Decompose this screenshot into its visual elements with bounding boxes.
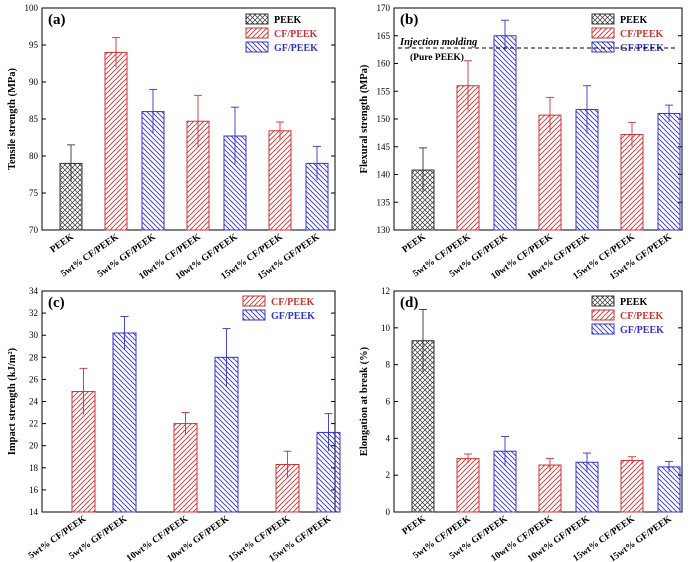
y-tick-label: 90 <box>29 77 39 87</box>
bar <box>657 466 681 513</box>
bar <box>657 112 681 231</box>
bar <box>620 134 644 231</box>
legend-swatch <box>245 27 269 39</box>
y-tick-label: 140 <box>377 170 391 180</box>
legend-label: GF/PEEK <box>620 43 664 54</box>
legend-label: GF/PEEK <box>271 311 315 322</box>
chart-panel-3: 14 16 18 20 22 24 26 28 30 32 34 Impact strength (k… <box>7 286 341 562</box>
legend-swatch <box>591 27 615 39</box>
y-tick-label: 22 <box>29 419 38 429</box>
y-axis-label: Impact strength (kJ/m²) <box>7 347 18 455</box>
category-label: PEEK <box>49 232 76 255</box>
y-tick-label: 155 <box>377 86 391 96</box>
y-tick-label: 75 <box>29 188 39 198</box>
y-tick-label: 0 <box>386 507 391 517</box>
y-tick-label: 95 <box>29 40 39 50</box>
category-label: 15wt% GF/PEEK <box>256 232 322 282</box>
y-tick-label: 14 <box>29 507 39 517</box>
y-tick-label: 16 <box>29 485 39 495</box>
panel-label: (c) <box>48 295 65 311</box>
legend-label: CF/PEEK <box>271 297 315 308</box>
y-tick-label: 165 <box>377 31 391 41</box>
bar <box>173 423 198 513</box>
y-tick-label: 100 <box>25 3 39 13</box>
legend-label: GF/PEEK <box>620 325 664 336</box>
legend-swatch <box>591 295 615 307</box>
legend-swatch <box>245 13 269 25</box>
y-tick-label: 20 <box>29 441 39 451</box>
legend: CF/PEEK GF/PEEK <box>242 295 315 322</box>
legend-swatch <box>591 13 615 25</box>
bar <box>493 35 517 231</box>
legend-label: PEEK <box>620 15 647 26</box>
legend-label: PEEK <box>274 15 301 26</box>
panel-label: (b) <box>400 12 418 28</box>
category-label: 15wt% GF/PEEK <box>608 232 674 282</box>
legend-swatch <box>242 295 266 307</box>
legend: PEEK CF/PEEK GF/PEEK <box>591 13 664 54</box>
legend-swatch <box>591 323 615 335</box>
y-tick-label: 85 <box>29 114 39 124</box>
legend-label: CF/PEEK <box>274 29 318 40</box>
legend: PEEK CF/PEEK GF/PEEK <box>591 295 664 336</box>
y-axis-label: Elongation at break (%) <box>359 346 370 456</box>
panel-label: (a) <box>48 12 66 28</box>
legend-swatch <box>591 41 615 53</box>
y-tick-label: 24 <box>29 397 39 407</box>
annotation-text: Injection molding <box>399 37 477 48</box>
y-tick-label: 130 <box>377 225 391 235</box>
y-tick-label: 135 <box>377 197 391 207</box>
annotation-subtext: (Pure PEEK) <box>410 52 464 63</box>
y-tick-label: 150 <box>377 114 391 124</box>
bar <box>538 464 562 513</box>
legend-swatch <box>242 309 266 321</box>
y-tick-label: 10 <box>381 323 391 333</box>
y-tick-label: 34 <box>29 286 39 296</box>
y-tick-label: 145 <box>377 142 391 152</box>
legend-swatch <box>245 41 269 53</box>
legend-label: GF/PEEK <box>274 43 318 54</box>
bar <box>620 459 644 513</box>
y-tick-label: 28 <box>29 352 39 362</box>
y-axis-label: Flexural strength (MPa) <box>359 64 370 173</box>
y-tick-label: 32 <box>29 308 38 318</box>
legend-label: CF/PEEK <box>620 29 664 40</box>
y-tick-label: 170 <box>377 3 391 13</box>
y-tick-label: 70 <box>29 225 39 235</box>
y-tick-label: 2 <box>386 470 391 480</box>
legend: PEEK CF/PEEK GF/PEEK <box>245 13 318 54</box>
y-tick-label: 12 <box>381 286 390 296</box>
y-tick-label: 80 <box>29 151 39 161</box>
y-tick-label: 26 <box>29 374 39 384</box>
legend-label: CF/PEEK <box>620 311 664 322</box>
y-tick-label: 4 <box>386 433 391 443</box>
bar <box>268 130 292 231</box>
y-tick-label: 18 <box>29 463 39 473</box>
y-tick-label: 30 <box>29 330 39 340</box>
y-tick-label: 8 <box>386 360 391 370</box>
chart-panel-1: 70 75 80 85 90 95 100 Tensile strength (MPa) (a)… <box>7 3 336 282</box>
category-label: 15wt% GF/PEEK <box>608 514 674 562</box>
y-tick-label: 160 <box>377 59 391 69</box>
y-axis-label: Tensile strength (MPa) <box>7 67 18 170</box>
legend-label: PEEK <box>620 297 647 308</box>
bar <box>456 458 480 513</box>
y-tick-label: 6 <box>386 397 391 407</box>
chart-panel-2: 130 135 140 145 150 155 160 165 170 Flexural stre… <box>359 3 683 282</box>
bar <box>104 51 128 231</box>
legend-swatch <box>591 309 615 321</box>
category-label: PEEK <box>401 232 428 255</box>
category-label: PEEK <box>401 514 428 537</box>
bar <box>112 332 137 513</box>
panel-label: (d) <box>400 295 418 311</box>
